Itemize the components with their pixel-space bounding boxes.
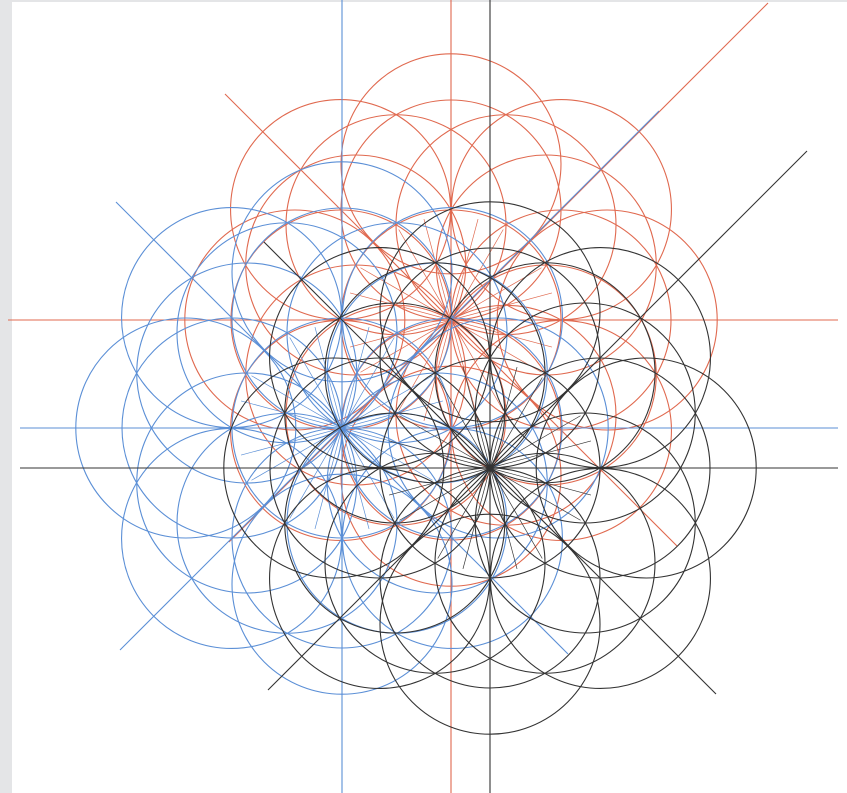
red-outer-circle: [450, 99, 673, 321]
blue-outer-circle: [341, 206, 564, 429]
black-circle-group: [20, 0, 838, 793]
black-spoke: [388, 440, 592, 496]
black-outer-circle: [268, 246, 491, 469]
blue-outer-circle: [341, 427, 564, 650]
blue-spoke: [240, 400, 444, 456]
red-circle-group: [8, 0, 838, 793]
black-outer-circle: [268, 467, 491, 690]
top-margin: [0, 0, 847, 2]
black-outer-circle: [489, 467, 712, 690]
black-outer-circle: [489, 246, 712, 469]
left-margin: [0, 0, 12, 793]
blue-circle-group: [20, 0, 838, 793]
